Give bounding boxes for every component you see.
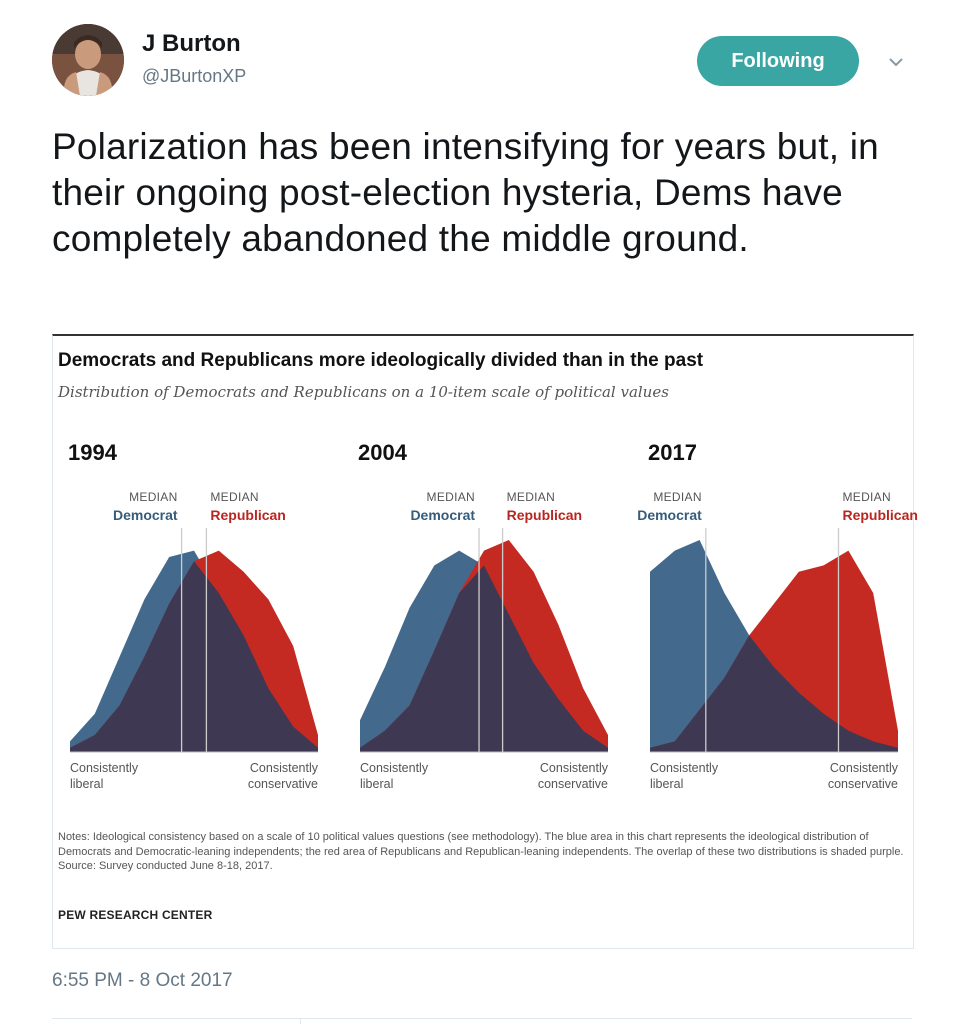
median-rep-label-2004: Republican — [506, 507, 583, 523]
median-rep-caption-1994: MEDIAN — [210, 490, 259, 504]
user-name[interactable]: J Burton — [142, 30, 241, 57]
panel-year-2017: 2017 — [648, 440, 697, 465]
chart-subtitle: Distribution of Democrats and Republican… — [58, 383, 669, 401]
chart-source: Source: Survey conducted June 8-18, 2017… — [58, 860, 273, 872]
median-dem-caption-1994: MEDIAN — [129, 490, 178, 504]
right-axis-label-2004: Consistently conservative — [537, 761, 608, 791]
avatar[interactable] — [52, 24, 124, 96]
chevron-down-icon[interactable] — [884, 50, 908, 74]
chart-title: Democrats and Republicans more ideologic… — [58, 350, 704, 371]
right-axis-label-1994: Consistently conservative — [247, 761, 318, 791]
divider-tick — [300, 1018, 301, 1024]
right-axis-label-2017: Consistently conservative — [827, 761, 898, 791]
pew-logo-text: PEW RESEARCH CENTER — [58, 908, 213, 922]
median-rep-caption-2017: MEDIAN — [842, 490, 891, 504]
median-dem-label-1994: Democrat — [113, 507, 178, 523]
median-dem-caption-2004: MEDIAN — [426, 490, 476, 504]
tweet-timestamp[interactable]: 6:55 PM - 8 Oct 2017 — [52, 970, 233, 991]
median-dem-label-2004: Democrat — [410, 507, 476, 523]
median-rep-label-1994: Republican — [210, 507, 286, 523]
panel-year-2004: 2004 — [358, 440, 407, 465]
left-axis-label-1994: Consistently liberal — [70, 761, 139, 791]
median-rep-label-2017: Republican — [842, 507, 918, 523]
chart-notes: Notes: Ideological consistency based on … — [58, 830, 908, 874]
left-axis-label-2017: Consistently liberal — [650, 761, 719, 791]
median-dem-label-2017: Democrat — [637, 507, 702, 523]
overlap-area-2017 — [650, 635, 898, 752]
divider — [52, 1018, 912, 1019]
median-dem-caption-2017: MEDIAN — [653, 490, 702, 504]
overlap-area-1994 — [70, 561, 318, 752]
median-rep-caption-2004: MEDIAN — [506, 490, 556, 504]
left-axis-label-2004: Consistently liberal — [360, 761, 429, 791]
tweet-text: Polarization has been intensifying for y… — [52, 126, 879, 259]
following-button[interactable]: Following — [697, 36, 859, 86]
chart-notes-text: Notes: Ideological consistency based on … — [58, 831, 904, 858]
panel-year-1994: 1994 — [68, 440, 117, 465]
user-handle[interactable]: @JBurtonXP — [142, 66, 247, 86]
overlap-area-2004 — [360, 565, 608, 752]
